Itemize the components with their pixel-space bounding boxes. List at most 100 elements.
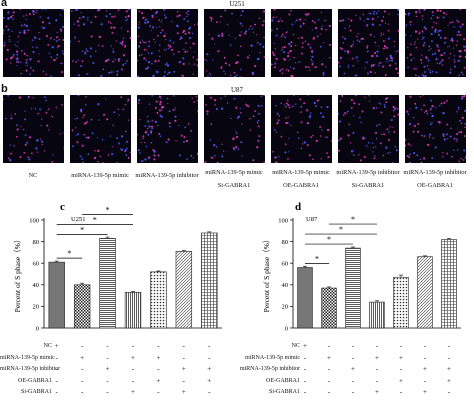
table-cell: - — [375, 376, 379, 385]
table-cell: + — [156, 376, 161, 385]
error-bar-2 — [80, 282, 85, 285]
table-cell: - — [157, 342, 160, 350]
error-bar-5 — [399, 274, 403, 278]
table-row-label: OE-GABRA1 — [18, 377, 52, 384]
table-cell: - — [399, 388, 403, 396]
table-cell: + — [181, 388, 186, 396]
y-tick-label: 20 — [282, 304, 289, 311]
table-cell: - — [327, 388, 331, 396]
y-tick-label: 60 — [282, 261, 289, 268]
significance-bracket-4: * — [329, 215, 377, 225]
y-tick-label: 0 — [285, 325, 288, 332]
table-cell: - — [55, 388, 58, 396]
panel-label-b: b — [1, 83, 8, 95]
condition-label-line2: OE-GABRA1 — [283, 182, 319, 189]
significance-bracket-2: * — [305, 235, 353, 245]
table-row-label: miRNA-139-5p mimic — [0, 354, 55, 361]
table-cell: + — [131, 353, 135, 362]
chart-title: U251 — [71, 216, 85, 223]
table-cell: - — [55, 365, 58, 373]
table-cell: + — [181, 365, 186, 373]
table-cell: + — [207, 365, 212, 373]
table-row-label: Si-GABRA1 — [268, 389, 300, 395]
table-cell: - — [131, 365, 135, 373]
significance-bracket-3: * — [305, 225, 377, 235]
condition-label-6: miRNA-139-5p inhibitor Si-GABRA1 — [335, 169, 401, 190]
y-tick-label: 0 — [36, 325, 39, 332]
table-cell: - — [157, 388, 160, 396]
bar-4 — [369, 301, 385, 329]
table-cell: + — [423, 388, 427, 396]
table-row-label: miRNA-139-5p inhibitor — [239, 366, 300, 372]
table-cell: - — [327, 376, 331, 385]
panel-label-a: a — [1, 0, 8, 9]
table-cell: + — [375, 388, 379, 396]
error-bar-7 — [447, 238, 451, 240]
table-cell: - — [423, 353, 427, 362]
panel-a-cell-line: U251 — [229, 0, 245, 8]
table-cell: - — [303, 365, 307, 373]
error-bar-4 — [131, 291, 135, 293]
significance-star: * — [67, 249, 71, 258]
y-tick-label: 80 — [282, 239, 289, 246]
table-cell: - — [106, 353, 109, 362]
panel-label-d: d — [295, 201, 301, 213]
condition-label-line1: miRNA-139-5p mimic — [205, 169, 263, 176]
y-axis-label: Percent of S phase（%） — [13, 236, 22, 313]
condition-label-line1: miRNA-139-5p mimic — [272, 169, 330, 176]
y-tick-label: 20 — [33, 304, 40, 311]
table-cell: - — [131, 342, 135, 350]
condition-label-line2: Si-GABRA1 — [351, 182, 385, 189]
error-bar-4 — [375, 300, 379, 303]
error-bar-1 — [303, 265, 307, 268]
condition-label-2: miRNA-139-5p mimic — [67, 172, 133, 180]
microscopy-image-u251-2 — [70, 9, 131, 77]
chart-title: U87 — [306, 216, 318, 223]
significance-bracket-4: * — [82, 205, 133, 215]
y-tick-label: 40 — [33, 282, 40, 289]
microscopy-image-u251-5 — [271, 9, 332, 77]
significance-star: * — [80, 225, 84, 234]
y-axis-label: Percent of S phase（%） — [262, 236, 271, 313]
y-tick-label: 40 — [282, 282, 289, 289]
panel-b-cell-line: U87 — [230, 86, 244, 94]
bar-5 — [150, 271, 167, 329]
table-cell: - — [131, 376, 135, 385]
table-cell: - — [303, 353, 307, 362]
condition-label-line2: Si-GABRA1 — [217, 182, 251, 189]
table-cell: + — [131, 388, 135, 396]
panel-label-c: c — [60, 201, 65, 213]
table-cell: - — [375, 365, 379, 373]
table-row-label: miRNA-139-5p inhibitor — [0, 366, 61, 372]
table-cell: + — [207, 376, 212, 385]
microscopy-image-u251-7 — [405, 9, 466, 77]
error-bar-3 — [351, 246, 355, 249]
bar-2 — [73, 284, 91, 329]
error-bar-3 — [105, 236, 110, 239]
condition-label-line1: miRNA-139-5p inhibitor — [403, 169, 467, 176]
table-cell: - — [447, 342, 451, 350]
bar-3 — [345, 247, 361, 329]
table-cell: + — [399, 353, 403, 362]
significance-star: * — [315, 255, 319, 264]
condition-label-5: miRNA-139-5p mimic OE-GABRA1 — [268, 169, 334, 190]
table-cell: - — [182, 353, 186, 362]
table-row-label: NC — [291, 343, 300, 349]
table-cell: - — [399, 365, 403, 373]
microscopy-image-u251-4 — [204, 9, 265, 77]
table-cell: - — [106, 376, 109, 385]
microscopy-image-u87-4 — [204, 95, 265, 163]
significance-star: * — [339, 225, 343, 234]
significance-bracket-1: * — [56, 249, 83, 259]
condition-label-line1: miRNA-139-5p inhibitor — [336, 169, 400, 176]
significance-bracket-1: * — [305, 255, 329, 264]
bar-6 — [175, 251, 193, 329]
table-cell: - — [106, 388, 109, 396]
microscopy-image-u251-6 — [338, 9, 399, 77]
error-bar-1 — [54, 260, 59, 263]
table-cell: + — [447, 376, 451, 385]
bar-5 — [393, 276, 409, 329]
microscopy-image-u87-1 — [3, 95, 64, 163]
bar-7 — [201, 232, 218, 329]
table-cell: - — [80, 365, 84, 373]
